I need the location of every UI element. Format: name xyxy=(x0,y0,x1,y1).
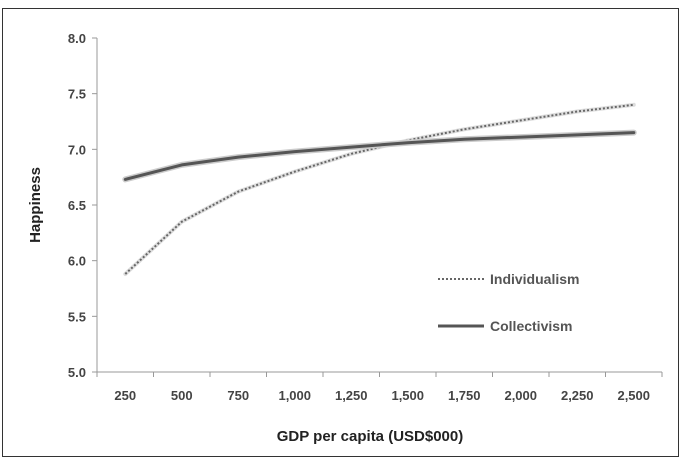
x-axis-ticks: 250 500 750 1,000 1,250 1,500 1,750 2,000 2,250 2… xyxy=(96,372,663,403)
y-tick-label: 5.0 xyxy=(68,365,86,380)
x-tick-label: 250 xyxy=(114,388,136,403)
legend-label-individualism: Individualism xyxy=(490,271,579,287)
y-tick-label: 6.5 xyxy=(68,198,86,213)
y-axis-ticks: 5.0 5.5 6.0 6.5 7.0 7.5 8.0 xyxy=(68,31,97,380)
y-tick-label: 7.0 xyxy=(68,142,86,157)
x-tick-label: 2,250 xyxy=(561,388,594,403)
y-tick-label: 6.0 xyxy=(68,254,86,269)
y-tick-label: 7.5 xyxy=(68,87,86,102)
chart-frame xyxy=(2,8,679,457)
x-tick-label: 1,750 xyxy=(448,388,481,403)
x-tick-label: 2,000 xyxy=(504,388,537,403)
y-axis-title: Happiness xyxy=(27,167,44,243)
x-tick-label: 1,500 xyxy=(391,388,424,403)
x-tick-label: 1,250 xyxy=(335,388,368,403)
y-tick-label: 5.5 xyxy=(68,309,86,324)
y-tick-label: 8.0 xyxy=(68,31,86,46)
series-line-individualism xyxy=(124,103,634,275)
chart-axes xyxy=(96,38,662,373)
legend: Individualism Collectivism xyxy=(438,271,579,334)
x-tick-label: 1,000 xyxy=(278,388,311,403)
series-line-collectivism xyxy=(123,131,636,181)
x-tick-label: 500 xyxy=(171,388,193,403)
legend-label-collectivism: Collectivism xyxy=(490,318,572,334)
x-tick-label: 2,500 xyxy=(617,388,650,403)
x-axis-title: GDP per capita (USD$000) xyxy=(277,428,463,445)
x-tick-label: 750 xyxy=(227,388,249,403)
series-layer xyxy=(122,102,637,276)
series-shadow-collectivism xyxy=(122,129,637,183)
series-shadow-individualism xyxy=(123,102,636,276)
